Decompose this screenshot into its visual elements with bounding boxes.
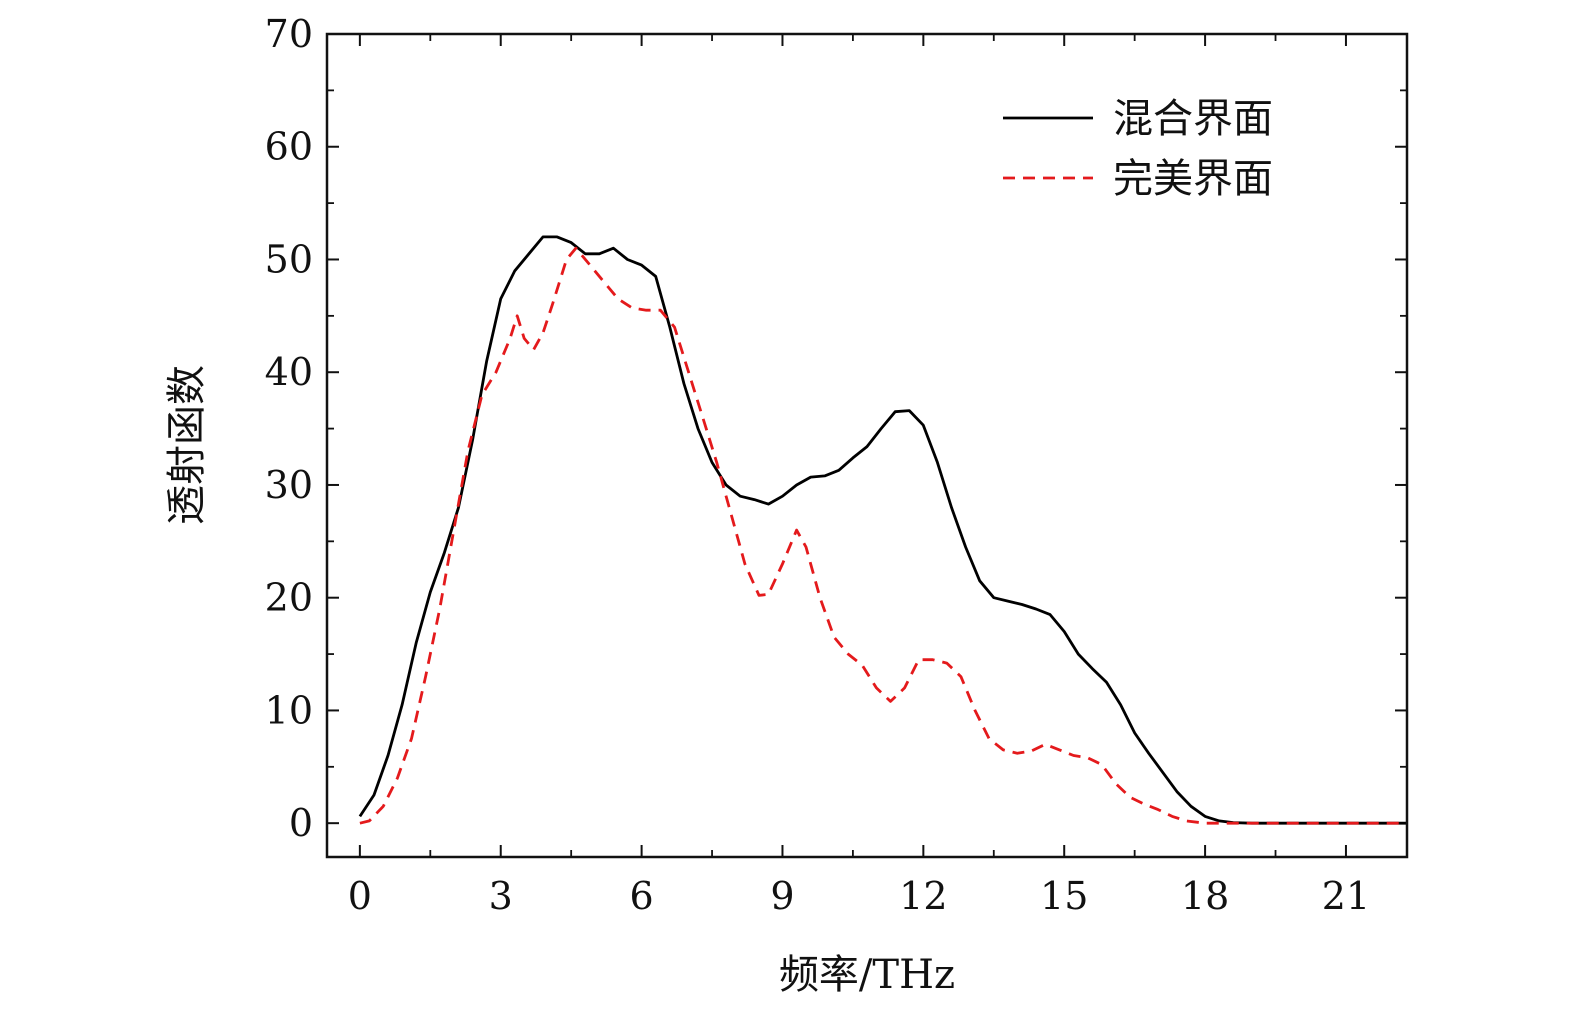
y-tick-label: 20 bbox=[265, 576, 313, 620]
y-axis-title: 透射函数 bbox=[164, 365, 210, 525]
series-line-perfect-interface bbox=[359, 246, 1407, 825]
y-tick-labels: 0 10 20 30 40 50 60 70 bbox=[265, 12, 313, 845]
x-tick-labels: 0 3 6 9 12 15 18 21 bbox=[348, 874, 1370, 918]
y-tick-label: 50 bbox=[265, 237, 313, 281]
x-tick-label: 6 bbox=[630, 874, 654, 918]
x-tick-label: 15 bbox=[1040, 874, 1088, 918]
x-tick-label: 9 bbox=[770, 874, 794, 918]
series-line-mixed-interface bbox=[358, 235, 1407, 825]
x-tick-label: 0 bbox=[348, 874, 372, 918]
y-tick-label: 0 bbox=[289, 801, 313, 845]
x-tick-label: 18 bbox=[1181, 874, 1229, 918]
x-tick-label: 3 bbox=[489, 874, 513, 918]
y-tick-label: 70 bbox=[265, 12, 313, 56]
legend-label-mixed-interface: 混合界面 bbox=[1113, 96, 1273, 142]
plot-frame bbox=[325, 32, 1409, 859]
legend-label-perfect-interface: 完美界面 bbox=[1113, 156, 1273, 202]
x-tick-label: 12 bbox=[899, 874, 947, 918]
x-tick-label: 21 bbox=[1322, 874, 1370, 918]
legend: 混合界面 完美界面 bbox=[1003, 96, 1273, 202]
series-layer bbox=[358, 235, 1407, 825]
x-axis-title: 频率/THz bbox=[779, 952, 955, 998]
y-tick-label: 40 bbox=[265, 350, 313, 394]
y-tick-label: 60 bbox=[265, 125, 313, 169]
major-ticks bbox=[327, 33, 1407, 857]
y-tick-label: 30 bbox=[265, 463, 313, 507]
y-tick-label: 10 bbox=[265, 688, 313, 732]
